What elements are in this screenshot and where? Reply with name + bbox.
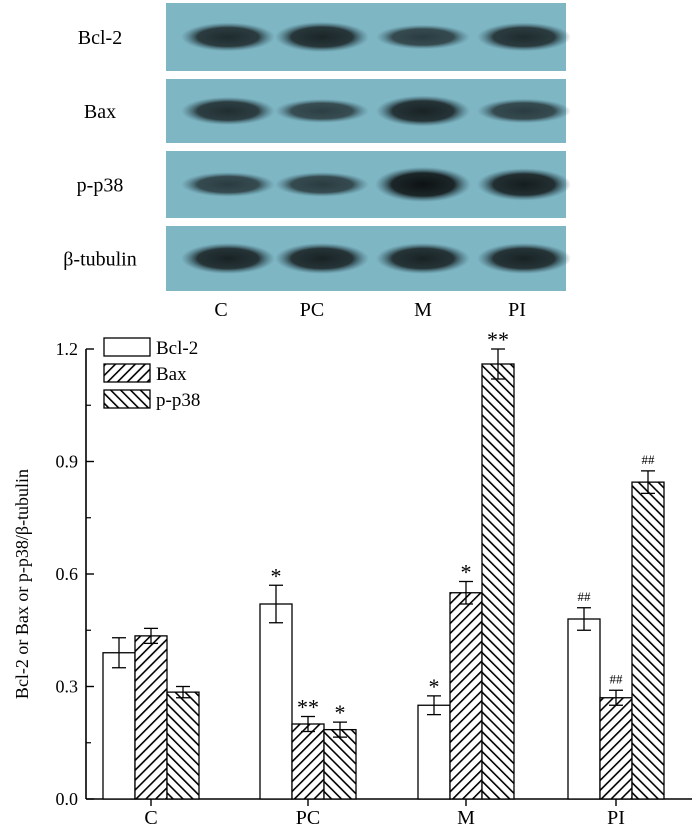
blot-band xyxy=(275,21,369,53)
legend-swatch xyxy=(103,337,151,357)
y-tick-label: 1.2 xyxy=(56,339,79,359)
blot-band xyxy=(181,22,275,52)
legend-swatch xyxy=(103,389,151,409)
y-tick-label: 0.9 xyxy=(56,452,79,472)
blot-band xyxy=(181,96,275,126)
blot-row-label: β-tubulin xyxy=(63,249,137,271)
blot-band xyxy=(376,24,470,50)
blot-row-label: p-p38 xyxy=(77,175,124,197)
blot-band xyxy=(477,168,571,201)
bar-p-p38 xyxy=(166,691,200,800)
y-tick-label: 0.3 xyxy=(56,677,79,697)
legend-swatch xyxy=(103,363,151,383)
x-tick-label: M xyxy=(457,807,475,828)
blot-band xyxy=(477,22,571,52)
significance-mark: * xyxy=(429,674,440,699)
western-blot-panel: Bcl-2 Bax p-p38 β-tubulin C PC M PI xyxy=(63,3,571,321)
legend-label: Bcl-2 xyxy=(156,338,198,359)
bar-bcl-2 xyxy=(259,603,293,800)
x-tick-label: PC xyxy=(296,807,320,828)
significance-mark: * xyxy=(461,560,472,585)
blot-band xyxy=(376,243,470,274)
bar-bax xyxy=(599,697,633,800)
bar-bax xyxy=(449,592,483,800)
bar-bcl-2 xyxy=(102,652,136,800)
blot-band xyxy=(275,99,369,123)
blot-row-label: Bax xyxy=(84,101,116,123)
bar-p-p38 xyxy=(481,363,515,800)
x-tick-label: C xyxy=(144,807,157,828)
blot-band xyxy=(376,95,470,127)
bar-chart: 0.0 0.3 0.6 0.9 1.2 Bcl-2 or Bax or p-p38/β-t… xyxy=(12,330,692,828)
significance-mark: * xyxy=(271,563,282,588)
blot-band xyxy=(375,166,471,203)
significance-mark: ## xyxy=(642,452,656,467)
blot-lane-label: PC xyxy=(300,299,324,321)
y-axis-label: Bcl-2 or Bax or p-p38/β-tubulin xyxy=(12,469,32,699)
blot-lane-label: PI xyxy=(508,299,526,321)
significance-mark: ## xyxy=(610,671,624,686)
significance-mark: ## xyxy=(578,589,592,604)
blot-band xyxy=(477,243,571,274)
blot-band xyxy=(181,243,275,274)
blot-band xyxy=(275,243,369,274)
bar-bax xyxy=(134,635,168,800)
bar-p-p38 xyxy=(323,728,357,800)
bar-p-p38 xyxy=(631,481,665,800)
significance-mark: ** xyxy=(297,695,319,720)
bar-bcl-2 xyxy=(417,704,451,800)
blot-lane-label: C xyxy=(214,299,227,321)
legend-label: p-p38 xyxy=(156,390,200,411)
blot-band xyxy=(477,98,571,124)
blot-row-label: Bcl-2 xyxy=(78,27,122,49)
y-tick-label: 0.6 xyxy=(56,564,79,584)
bar-bax xyxy=(291,723,325,800)
bar-bcl-2 xyxy=(567,618,601,800)
significance-mark: ** xyxy=(487,330,509,352)
y-tick-label: 0.0 xyxy=(56,789,79,809)
blot-band xyxy=(275,172,369,197)
blot-band xyxy=(181,172,275,197)
significance-mark: * xyxy=(335,700,346,725)
legend-label: Bax xyxy=(156,364,187,385)
x-tick-label: PI xyxy=(607,807,625,828)
blot-lane-label: M xyxy=(414,299,432,321)
